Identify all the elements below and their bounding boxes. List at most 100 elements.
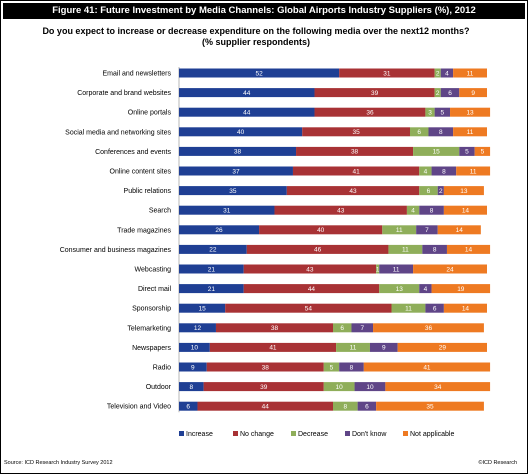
category-label: Social media and networking sites — [65, 129, 171, 136]
category-label: Webcasting — [135, 267, 172, 274]
data-label: 36 — [366, 110, 374, 117]
bar-segment — [431, 284, 491, 294]
source-note: Source: ICD Research Industry Survey 201… — [4, 460, 113, 466]
bar-segment — [336, 342, 370, 352]
data-label: 44 — [243, 110, 251, 117]
data-label: 31 — [223, 208, 231, 215]
data-label: 11 — [470, 168, 477, 175]
bar-segment — [437, 225, 481, 235]
category-label: Online portals — [128, 110, 172, 117]
bar-segment — [363, 362, 491, 372]
bar-segment — [376, 264, 380, 274]
legend-label: Decrease — [298, 431, 328, 438]
legend-swatch — [179, 431, 184, 436]
bar-segment — [243, 264, 377, 274]
bar-segment — [413, 264, 487, 274]
bar-segment — [333, 401, 358, 411]
data-label: 8 — [350, 364, 354, 371]
category-label: Corporate and brand websites — [77, 90, 171, 97]
data-label: 6 — [186, 404, 190, 411]
bar-segment — [215, 323, 333, 333]
category-label: Sponsorship — [132, 306, 171, 313]
bar-segment — [373, 323, 484, 333]
bar-segment — [179, 146, 297, 156]
bar-segment — [379, 264, 414, 274]
legend-label: No change — [240, 431, 274, 438]
bar-segment — [286, 186, 420, 196]
bar-segment — [453, 68, 487, 78]
bar-segment — [274, 205, 407, 215]
data-label: 3 — [428, 110, 432, 117]
bar-segment — [391, 303, 426, 313]
bar-segment — [474, 146, 491, 156]
bar-segment — [292, 166, 420, 176]
data-label: 35 — [426, 404, 434, 411]
data-label: 40 — [317, 227, 325, 234]
data-label: 11 — [350, 345, 357, 352]
data-label: 37 — [232, 168, 240, 175]
data-label: 11 — [467, 129, 474, 136]
bar-segment — [351, 323, 374, 333]
data-label: 52 — [255, 70, 263, 77]
data-label: 9 — [191, 364, 195, 371]
data-label: 8 — [433, 247, 437, 254]
data-label: 21 — [208, 286, 216, 293]
data-label: 14 — [462, 306, 470, 313]
legend-label: Not applicable — [410, 431, 454, 438]
bar-segment — [179, 225, 260, 235]
bar-segment — [179, 303, 226, 313]
bar-segment — [440, 68, 454, 78]
bar-segment — [385, 382, 491, 392]
bar-segment — [425, 303, 444, 313]
data-label: 5 — [330, 364, 334, 371]
data-label: 8 — [442, 168, 446, 175]
bar-segment — [179, 362, 207, 372]
data-label: 14 — [465, 247, 473, 254]
bar-segment — [296, 146, 414, 156]
data-label: 6 — [365, 404, 369, 411]
legend-label: Increase — [186, 431, 213, 438]
bar-segment — [323, 362, 340, 372]
category-label: Consumer and business magazines — [60, 247, 172, 254]
data-label: 31 — [383, 70, 391, 77]
data-label: 1 — [376, 266, 380, 273]
data-label: 15 — [433, 149, 441, 156]
category-label: Outdoor — [146, 384, 172, 391]
data-label: 10 — [191, 345, 199, 352]
bar-segment — [440, 88, 460, 98]
bar-segment — [450, 107, 491, 117]
data-label: 12 — [194, 325, 202, 332]
data-label: 11 — [467, 70, 474, 77]
bar-segment — [388, 244, 423, 254]
data-label: 13 — [460, 188, 468, 195]
data-label: 5 — [441, 110, 445, 117]
data-label: 38 — [234, 149, 242, 156]
data-label: 2 — [436, 70, 440, 77]
data-label: 8 — [439, 129, 443, 136]
data-label: 14 — [456, 227, 464, 234]
data-label: 35 — [352, 129, 360, 136]
data-label: 44 — [262, 404, 270, 411]
bar-segment — [206, 362, 324, 372]
bar-segment — [425, 107, 435, 117]
data-label: 5 — [465, 149, 469, 156]
data-label: 9 — [471, 90, 475, 97]
bar-segment — [179, 264, 244, 274]
category-label: Direct mail — [138, 286, 172, 293]
data-label: 4 — [445, 70, 449, 77]
data-label: 38 — [271, 325, 279, 332]
data-label: 35 — [229, 188, 237, 195]
data-label: 8 — [190, 384, 194, 391]
data-label: 19 — [457, 286, 465, 293]
bar-segment — [243, 284, 380, 294]
credit-note: ©ICD Research — [478, 460, 517, 466]
data-label: 6 — [448, 90, 452, 97]
bar-segment — [179, 186, 287, 196]
data-label: 11 — [402, 247, 409, 254]
bar-segment — [419, 284, 432, 294]
data-label: 41 — [423, 364, 431, 371]
bar-segment — [406, 205, 420, 215]
bar-segment — [428, 127, 454, 137]
data-label: 11 — [405, 306, 412, 313]
